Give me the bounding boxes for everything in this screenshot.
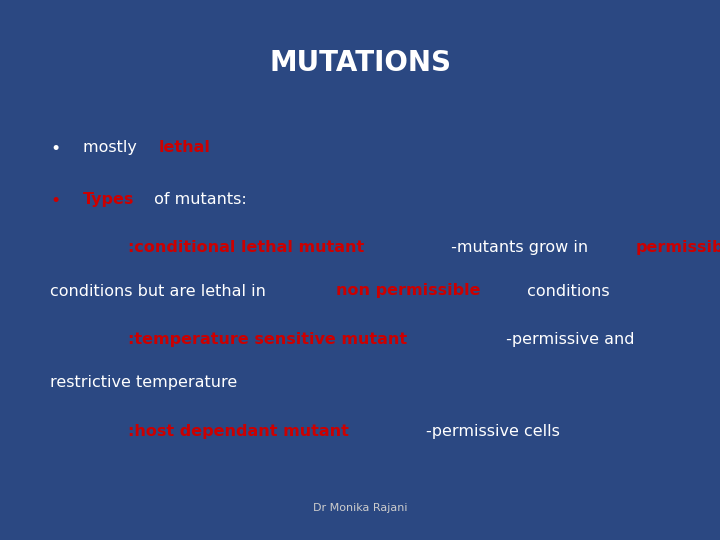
Text: MUTATIONS: MUTATIONS — [269, 49, 451, 77]
Text: •: • — [50, 192, 60, 210]
Text: lethal: lethal — [159, 140, 211, 156]
Text: :host dependant mutant: :host dependant mutant — [83, 424, 348, 439]
Text: permissible: permissible — [636, 240, 720, 255]
Text: -permissive and: -permissive and — [501, 332, 634, 347]
Text: -mutants grow in: -mutants grow in — [446, 240, 593, 255]
Text: •: • — [50, 140, 60, 158]
Text: of mutants:: of mutants: — [149, 192, 247, 207]
Text: conditions: conditions — [522, 284, 610, 299]
Text: :conditional lethal mutant: :conditional lethal mutant — [83, 240, 364, 255]
Text: mostly: mostly — [83, 140, 142, 156]
Text: :temperature sensitive mutant: :temperature sensitive mutant — [83, 332, 407, 347]
Text: restrictive temperature: restrictive temperature — [50, 375, 238, 390]
Text: conditions but are lethal in: conditions but are lethal in — [50, 284, 271, 299]
Text: non permissible: non permissible — [336, 284, 480, 299]
Text: Types: Types — [83, 192, 134, 207]
Text: Dr Monika Rajani: Dr Monika Rajani — [312, 503, 408, 513]
Text: -permissive cells: -permissive cells — [426, 424, 559, 439]
